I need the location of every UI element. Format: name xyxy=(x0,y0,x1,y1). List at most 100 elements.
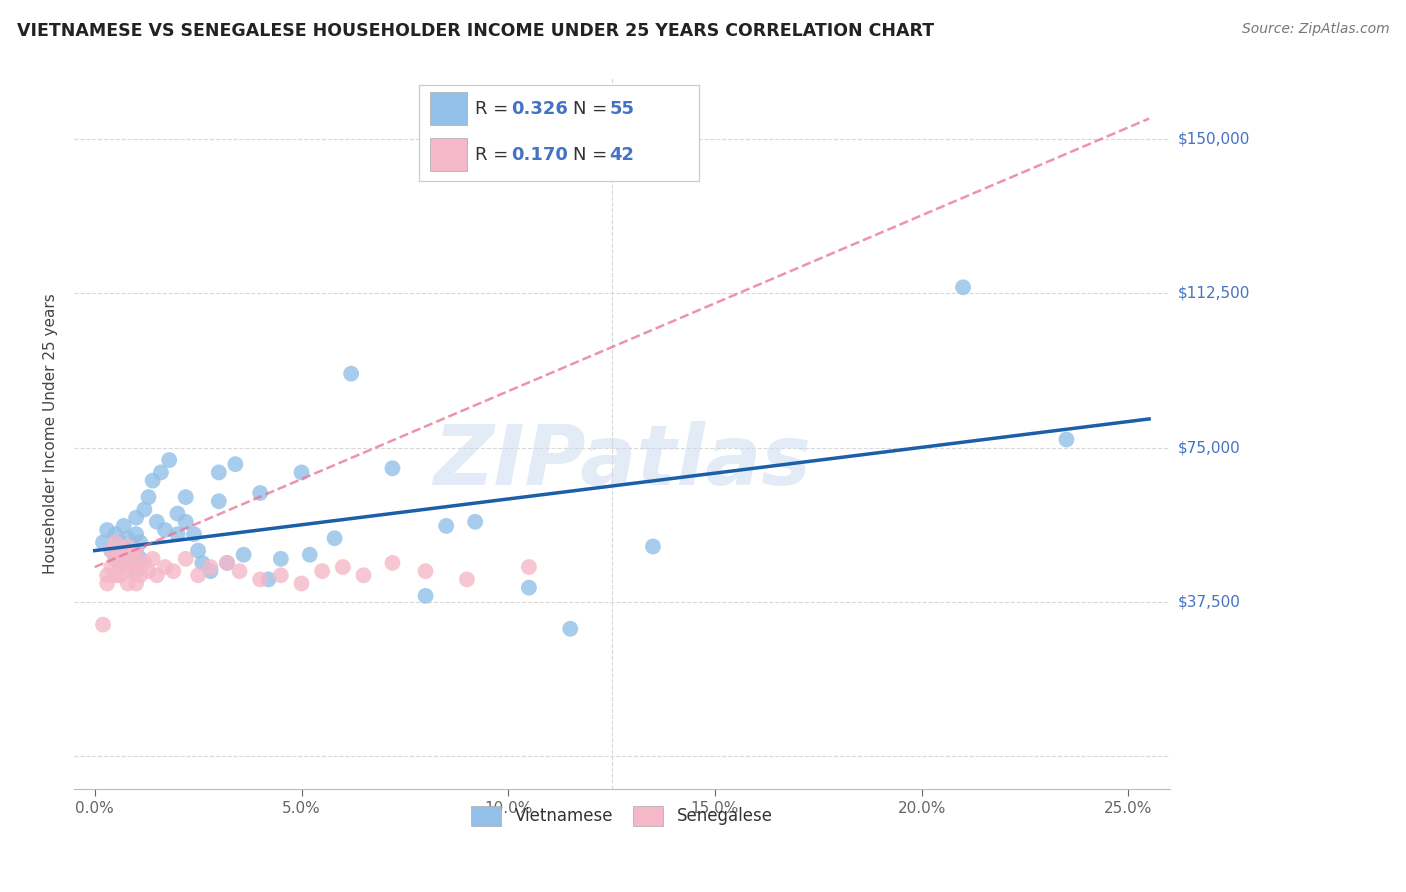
Point xyxy=(174,551,197,566)
Point xyxy=(121,556,143,570)
Point xyxy=(134,502,156,516)
Point xyxy=(415,589,437,603)
Point xyxy=(187,568,209,582)
Point xyxy=(112,560,135,574)
Point xyxy=(91,617,114,632)
Point xyxy=(270,568,292,582)
Text: VIETNAMESE VS SENEGALESE HOUSEHOLDER INCOME UNDER 25 YEARS CORRELATION CHART: VIETNAMESE VS SENEGALESE HOUSEHOLDER INC… xyxy=(17,22,934,40)
Point xyxy=(200,560,222,574)
Point xyxy=(187,543,209,558)
Point xyxy=(456,573,478,587)
Point xyxy=(112,543,135,558)
Point xyxy=(381,461,404,475)
Point xyxy=(249,573,271,587)
Text: Source: ZipAtlas.com: Source: ZipAtlas.com xyxy=(1241,22,1389,37)
Point xyxy=(146,515,169,529)
Point xyxy=(100,560,122,574)
Point xyxy=(96,523,118,537)
Point xyxy=(257,573,280,587)
Point xyxy=(104,535,127,549)
Point xyxy=(146,568,169,582)
Text: $75,000: $75,000 xyxy=(1178,441,1241,455)
Y-axis label: Householder Income Under 25 years: Householder Income Under 25 years xyxy=(44,293,58,574)
Point xyxy=(117,540,139,554)
Point xyxy=(183,527,205,541)
Point xyxy=(108,568,131,582)
Point xyxy=(129,551,152,566)
Point xyxy=(153,523,176,537)
Point xyxy=(121,540,143,554)
Point xyxy=(517,560,540,574)
Text: $150,000: $150,000 xyxy=(1178,132,1250,146)
Point xyxy=(641,540,664,554)
Point xyxy=(232,548,254,562)
Point xyxy=(108,535,131,549)
Point xyxy=(91,535,114,549)
Point xyxy=(142,551,165,566)
Point xyxy=(138,490,160,504)
Point xyxy=(112,543,135,558)
Point xyxy=(332,560,354,574)
Point xyxy=(166,507,188,521)
Point xyxy=(298,548,321,562)
Point xyxy=(249,486,271,500)
Point xyxy=(311,564,333,578)
Point xyxy=(224,457,246,471)
Text: ZIPatlas: ZIPatlas xyxy=(433,421,811,502)
Point xyxy=(560,622,582,636)
Point xyxy=(108,560,131,574)
Point xyxy=(290,576,312,591)
Point xyxy=(200,564,222,578)
Point xyxy=(134,556,156,570)
Point xyxy=(217,556,239,570)
Point xyxy=(108,551,131,566)
Point xyxy=(117,576,139,591)
Point xyxy=(174,490,197,504)
Point xyxy=(191,556,214,570)
Point xyxy=(208,466,231,480)
Point xyxy=(104,551,127,566)
Point xyxy=(434,519,457,533)
Point xyxy=(125,510,148,524)
Point xyxy=(290,466,312,480)
Point xyxy=(104,527,127,541)
Point xyxy=(340,367,363,381)
Point xyxy=(174,515,197,529)
Point xyxy=(117,531,139,545)
Point xyxy=(100,543,122,558)
Point xyxy=(129,535,152,549)
Point xyxy=(381,556,404,570)
Point xyxy=(117,548,139,562)
Point xyxy=(121,548,143,562)
Point xyxy=(117,556,139,570)
Point xyxy=(517,581,540,595)
Point xyxy=(125,560,148,574)
Point xyxy=(104,551,127,566)
Point xyxy=(125,564,148,578)
Point xyxy=(217,556,239,570)
Point xyxy=(96,576,118,591)
Point xyxy=(112,519,135,533)
Point xyxy=(1054,433,1077,447)
Point xyxy=(415,564,437,578)
Legend: Vietnamese, Senegalese: Vietnamese, Senegalese xyxy=(463,797,780,834)
Point xyxy=(153,560,176,574)
Point xyxy=(129,568,152,582)
Point xyxy=(228,564,250,578)
Point xyxy=(353,568,375,582)
Point xyxy=(100,543,122,558)
Point xyxy=(142,474,165,488)
Point xyxy=(121,564,143,578)
Point xyxy=(166,527,188,541)
Point xyxy=(138,564,160,578)
Point xyxy=(270,551,292,566)
Point xyxy=(323,531,346,545)
Point xyxy=(125,543,148,558)
Point xyxy=(96,568,118,582)
Point xyxy=(952,280,974,294)
Point xyxy=(125,543,148,558)
Point xyxy=(125,527,148,541)
Text: $37,500: $37,500 xyxy=(1178,594,1241,609)
Point xyxy=(149,466,172,480)
Point xyxy=(125,576,148,591)
